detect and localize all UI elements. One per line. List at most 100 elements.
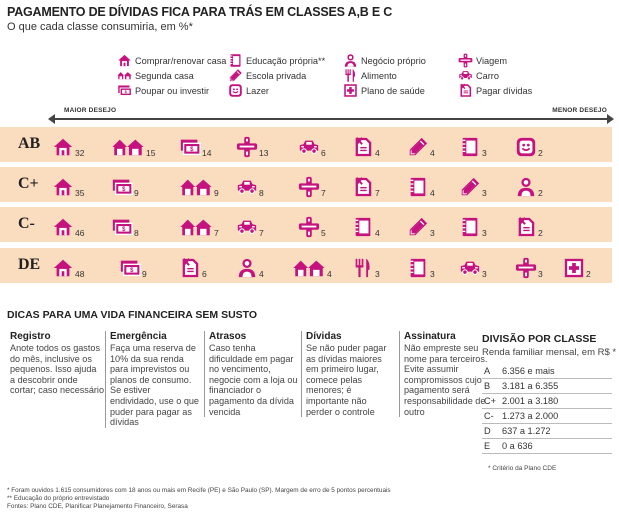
notebook-icon xyxy=(355,217,371,237)
rank-value: 46 xyxy=(75,228,85,238)
class-label: C- xyxy=(18,215,35,232)
rank-value: 3 xyxy=(482,269,487,279)
rank-cell-travel: 5 xyxy=(298,212,326,238)
legend-label: Poupar ou investir xyxy=(135,85,210,96)
car-icon xyxy=(459,71,472,81)
fork-knife-icon xyxy=(355,258,370,278)
two-houses-icon xyxy=(117,72,132,80)
rank-cell-business: 2 xyxy=(515,172,543,198)
class-label: AB xyxy=(18,135,41,152)
tip-heading: Emergência xyxy=(110,331,167,342)
rank-value: 7 xyxy=(375,188,380,198)
division-row: C+ 2.001 a 3.180 xyxy=(482,394,612,409)
legend-label: Comprar/renovar casa xyxy=(135,55,227,66)
svg-text:$: $ xyxy=(122,227,126,233)
airplane-icon xyxy=(236,136,258,158)
airplane-icon xyxy=(298,216,320,238)
house-icon xyxy=(53,218,73,236)
division-row: A 6.356 e mais xyxy=(482,364,612,379)
rank-cell-car: 3 xyxy=(459,253,487,279)
airplane-icon xyxy=(298,176,320,198)
medical-cross-icon xyxy=(344,84,357,97)
division-class: D xyxy=(484,426,491,436)
division-range: 3.181 a 6.355 xyxy=(502,381,559,391)
rank-value: 6 xyxy=(202,269,207,279)
legend-label: Lazer xyxy=(246,85,269,96)
two-houses-icon xyxy=(293,260,325,277)
class-row-cplus: C+ 35 $9 9 8 7 7 4 3 2 xyxy=(0,167,612,202)
rank-value: 48 xyxy=(75,269,85,279)
division-note: * Critério da Plano CDE xyxy=(488,465,557,472)
notebook-icon xyxy=(462,217,478,237)
legend-item-private-school: Escola privada xyxy=(228,68,306,83)
desire-axis: MAIOR DESEJO MENOR DESEJO xyxy=(0,106,619,124)
rank-cell-second-home: 9 xyxy=(179,172,219,198)
tip-body: Anote todos os gastos do mês, inclusive … xyxy=(10,343,105,396)
house-icon xyxy=(53,178,73,196)
person-icon xyxy=(238,258,256,278)
tip-atrasos: Atrasos Caso tenha dificuldade em pagar n… xyxy=(204,331,298,418)
bill-icon xyxy=(182,258,199,278)
class-label: DE xyxy=(18,256,41,273)
money-icon: $ xyxy=(118,85,132,96)
division-range: 6.356 e mais xyxy=(502,366,555,376)
rank-value: 8 xyxy=(134,228,139,238)
tip-heading: Dívidas xyxy=(306,331,342,342)
rank-cell-savings: $8 xyxy=(111,212,139,238)
division-row: D 637 a 1.272 xyxy=(482,424,612,439)
svg-text:$: $ xyxy=(130,268,134,274)
rank-cell-education: 3 xyxy=(459,212,487,238)
legend-item-second-home: Segunda casa xyxy=(117,68,194,83)
rank-cell-education: 4 xyxy=(407,172,435,198)
rank-cell-leisure: 2 xyxy=(515,132,543,158)
house-icon xyxy=(53,259,73,277)
rank-value: 7 xyxy=(259,228,264,238)
bill-icon xyxy=(518,217,535,237)
svg-text:$: $ xyxy=(125,89,128,94)
footnote-sources: Fontes: Plano CDE, Planiﬁcar Planejament… xyxy=(7,503,188,510)
rank-value: 4 xyxy=(430,188,435,198)
footnote-survey: * Foram ouvidos 1.615 consumidores com 1… xyxy=(7,487,391,494)
class-row-de: DE 48 $9 6 4 4 3 3 3 3 2 xyxy=(0,248,612,283)
rank-cell-debts: 4 xyxy=(352,132,380,158)
rank-value: 35 xyxy=(75,188,85,198)
legend-item-car: Carro xyxy=(458,68,499,83)
rank-value: 5 xyxy=(321,228,326,238)
rank-cell-private-school: 3 xyxy=(459,172,487,198)
rank-value: 9 xyxy=(214,188,219,198)
chart-subtitle: O que cada classe consumiria, em %* xyxy=(7,21,193,33)
money-icon: $ xyxy=(112,179,133,196)
legend-label: Segunda casa xyxy=(135,70,194,81)
rank-cell-house: 32 xyxy=(52,132,84,158)
rank-value: 2 xyxy=(538,188,543,198)
tip-heading: Atrasos xyxy=(209,331,247,342)
rank-cell-education: 3 xyxy=(407,253,435,279)
bill-icon xyxy=(355,137,372,157)
class-label: C+ xyxy=(18,175,39,192)
rank-cell-debts: 6 xyxy=(179,253,207,279)
svg-text:$: $ xyxy=(122,187,126,193)
legend-item-leisure: Lazer xyxy=(228,83,269,98)
rank-value: 9 xyxy=(142,269,147,279)
rank-value: 6 xyxy=(321,148,326,158)
notebook-icon xyxy=(230,54,241,67)
smiley-icon xyxy=(229,84,242,97)
rank-value: 3 xyxy=(430,228,435,238)
rank-value: 32 xyxy=(75,148,85,158)
tip-body: Faça uma reserva de 10% da sua renda par… xyxy=(110,343,199,428)
division-range: 0 a 636 xyxy=(502,441,533,451)
legend: Comprar/renovar casa Segunda casa $ Poupar … xyxy=(0,53,619,101)
rank-cell-savings: $9 xyxy=(111,172,139,198)
class-row-cminus: C- 46 $8 7 7 5 4 3 3 2 xyxy=(0,207,612,242)
rank-cell-car: 8 xyxy=(236,172,264,198)
rank-cell-car: 6 xyxy=(298,132,326,158)
division-row: E 0 a 636 xyxy=(482,439,612,454)
division-range: 637 a 1.272 xyxy=(502,426,551,436)
money-icon: $ xyxy=(180,139,201,156)
pencil-icon xyxy=(229,69,242,82)
car-icon xyxy=(460,261,480,275)
rank-cell-health: 2 xyxy=(563,253,591,279)
division-row: C- 1.273 a 2.000 xyxy=(482,409,612,424)
rank-cell-private-school: 3 xyxy=(407,212,435,238)
bill-icon xyxy=(355,177,372,197)
